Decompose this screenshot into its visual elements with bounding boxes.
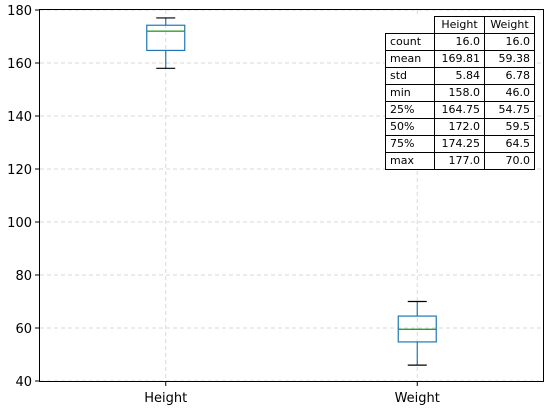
- row-label: max: [385, 152, 435, 170]
- x-tick-label: Height: [144, 391, 187, 406]
- cell-weight: 59.5: [484, 118, 535, 136]
- row-label: 50%: [385, 118, 435, 136]
- table-row: 50% 172.0 59.5: [385, 118, 535, 136]
- cell-weight: 46.0: [484, 84, 535, 102]
- cell-height: 164.75: [434, 101, 485, 119]
- cell-height: 169.81: [434, 50, 485, 68]
- row-label: std: [385, 67, 435, 85]
- table-row: std 5.84 6.78: [385, 67, 535, 85]
- y-tick-label: 120: [7, 163, 32, 178]
- row-label: mean: [385, 50, 435, 68]
- cell-weight: 16.0: [484, 33, 535, 51]
- table-row: count 16.0 16.0: [385, 33, 535, 51]
- cell-height: 177.0: [434, 152, 485, 170]
- boxes: [146, 17, 437, 366]
- row-label: 25%: [385, 101, 435, 119]
- axes: 40 60 80 100 120 140 160 180 Height Weight: [7, 4, 440, 406]
- row-label: count: [385, 33, 435, 51]
- plot-frame: [39, 9, 544, 382]
- table-row: 75% 174.25 64.5: [385, 135, 535, 153]
- cell-weight: 70.0: [484, 152, 535, 170]
- cell-height: 16.0: [434, 33, 485, 51]
- cell-height: 158.0: [434, 84, 485, 102]
- cell-height: 5.84: [434, 67, 485, 85]
- y-tick-label: 180: [7, 4, 32, 19]
- x-tick-label: Weight: [395, 391, 440, 406]
- box-height: [146, 17, 186, 69]
- table-row: min 158.0 46.0: [385, 84, 535, 102]
- table-col-height: Height: [434, 16, 485, 34]
- cell-height: 172.0: [434, 118, 485, 136]
- y-tick-label: 100: [7, 216, 32, 231]
- grid-lines: [40, 9, 543, 382]
- cell-weight: 64.5: [484, 135, 535, 153]
- cell-weight: 6.78: [484, 67, 535, 85]
- iqr-box: [146, 24, 186, 52]
- row-label: min: [385, 84, 435, 102]
- y-tick-label: 60: [15, 322, 32, 337]
- cell-weight: 54.75: [484, 101, 535, 119]
- y-tick-label: 80: [15, 269, 32, 284]
- y-tick-label: 140: [7, 110, 32, 125]
- y-tick-label: 40: [15, 375, 32, 390]
- table-corner: [386, 17, 435, 34]
- table-row: max 177.0 70.0: [385, 152, 535, 170]
- table-row: mean 169.81 59.38: [385, 50, 535, 68]
- cell-height: 174.25: [434, 135, 485, 153]
- y-tick-label: 160: [7, 57, 32, 72]
- table-row: 25% 164.75 54.75: [385, 101, 535, 119]
- cell-weight: 59.38: [484, 50, 535, 68]
- row-label: 75%: [385, 135, 435, 153]
- box-weight: [397, 300, 437, 366]
- table-col-weight: Weight: [484, 16, 535, 34]
- table-header-row: Height Weight: [386, 16, 535, 34]
- summary-stats-table: Height Weight count 16.0 16.0 mean 169.8…: [385, 16, 535, 170]
